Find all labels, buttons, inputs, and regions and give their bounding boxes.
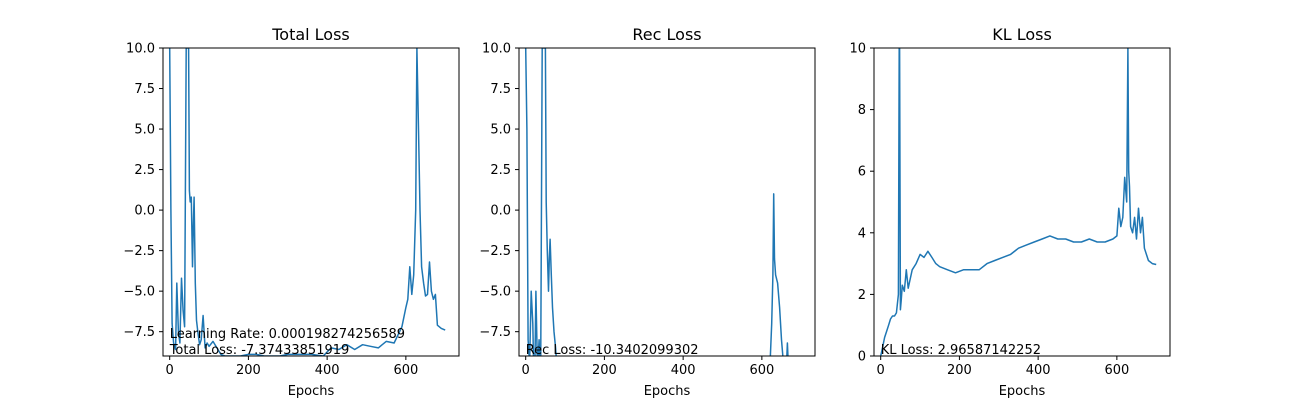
total-loss-ytick-label: 10.0 <box>126 42 155 57</box>
total-loss-xtick-label: 600 <box>393 363 418 378</box>
total-loss-ytick-label: −7.5 <box>123 325 155 340</box>
rec-loss-ytick-label: 5.0 <box>490 123 511 138</box>
rec-loss-xtick-label: 0 <box>522 363 530 378</box>
total-loss-xtick-label: 400 <box>315 363 340 378</box>
total-loss-xtick-label: 200 <box>236 363 261 378</box>
kl-loss-title: KL Loss <box>992 25 1052 44</box>
rec-loss-ytick-label: 7.5 <box>490 82 511 97</box>
kl-loss-xlabel: Epochs <box>999 384 1046 399</box>
total-loss-xlabel: Epochs <box>288 384 335 399</box>
total-loss-ytick-label: 7.5 <box>134 82 155 97</box>
rec-loss-xlabel: Epochs <box>644 384 691 399</box>
rec-loss-ytick-label: −5.0 <box>479 285 511 300</box>
rec-loss-annotation: Rec Loss: -10.3402099302 <box>526 343 699 358</box>
rec-loss-series-line <box>524 48 789 356</box>
total-loss-annotation: Total Loss: -7.37433851919 <box>169 343 350 358</box>
rec-loss-xtick-label: 600 <box>749 363 774 378</box>
kl-loss-xtick-label: 0 <box>877 363 885 378</box>
kl-loss-panel: 0 200 400 600 0 2 4 6 8 10 KL Loss Epochs KL Loss: 2… <box>849 25 1171 399</box>
total-loss-xtick-label: 0 <box>166 363 174 378</box>
rec-loss-ytick-label: 10.0 <box>482 42 511 57</box>
total-loss-ytick-label: −5.0 <box>123 285 155 300</box>
kl-loss-annotation: KL Loss: 2.96587142252 <box>881 343 1041 358</box>
kl-loss-ytick-label: 4 <box>858 226 866 241</box>
kl-loss-series-line <box>879 48 1157 356</box>
rec-loss-ytick-label: −7.5 <box>479 325 511 340</box>
kl-loss-ytick-label: 6 <box>858 165 866 180</box>
kl-loss-xtick-label: 400 <box>1026 363 1051 378</box>
kl-loss-ytick-label: 8 <box>858 103 866 118</box>
total-loss-ytick-label: 0.0 <box>134 204 155 219</box>
rec-loss-panel: 0 200 400 600 −7.5 −5.0 −2.5 0.0 2.5 5.0 7.5 10.0 Re… <box>479 25 816 399</box>
total-loss-ytick-label: 2.5 <box>134 163 155 178</box>
total-loss-axes-frame <box>162 47 460 357</box>
kl-loss-ytick-label: 0 <box>858 350 866 365</box>
total-loss-ytick-label: −2.5 <box>123 244 155 259</box>
rec-loss-ytick-label: 2.5 <box>490 163 511 178</box>
rec-loss-ytick-label: 0.0 <box>490 204 511 219</box>
total-loss-panel: 0 200 400 600 −7.5 −5.0 −2.5 0.0 2.5 5.0 7.5 10.0 To… <box>123 25 460 399</box>
rec-loss-xtick-label: 200 <box>592 363 617 378</box>
total-loss-title: Total Loss <box>271 25 350 44</box>
rec-loss-axes-frame <box>518 47 816 357</box>
rec-loss-xtick-label: 400 <box>671 363 696 378</box>
total-loss-series-line <box>168 48 446 356</box>
kl-loss-axes-frame <box>873 47 1171 357</box>
kl-loss-ytick-label: 10 <box>849 42 866 57</box>
rec-loss-ytick-label: −2.5 <box>479 244 511 259</box>
rec-loss-title: Rec Loss <box>632 25 701 44</box>
kl-loss-xtick-label: 600 <box>1104 363 1129 378</box>
kl-loss-xtick-label: 200 <box>947 363 972 378</box>
total-loss-annotation: Learning Rate: 0.000198274256589 <box>170 327 405 342</box>
kl-loss-ytick-label: 2 <box>858 288 866 303</box>
total-loss-ytick-label: 5.0 <box>134 123 155 138</box>
